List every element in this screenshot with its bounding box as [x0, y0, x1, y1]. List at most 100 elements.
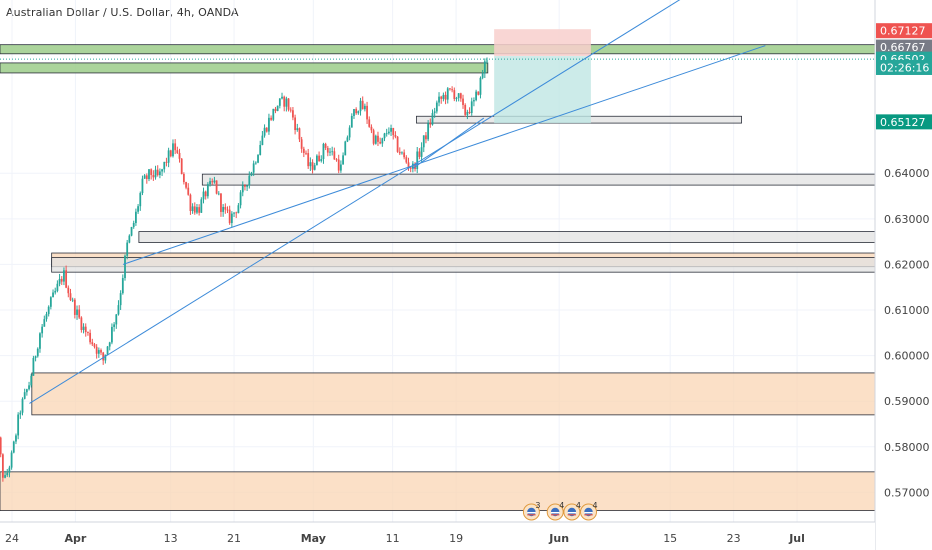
candle-body — [383, 133, 386, 139]
candle — [444, 91, 447, 105]
candle-body — [49, 297, 52, 307]
candle-body — [172, 143, 174, 157]
candle-body — [65, 270, 68, 288]
candle-body — [449, 88, 451, 90]
candle-body — [19, 412, 22, 415]
candle-body — [150, 169, 153, 176]
y-tick-label: 0.60000 — [884, 350, 930, 363]
candle — [427, 120, 430, 142]
x-tick-label: May — [301, 532, 326, 545]
candle — [45, 311, 48, 322]
candle-body — [477, 91, 480, 95]
candle-body — [93, 344, 96, 347]
candle — [91, 338, 94, 346]
price-axis — [875, 0, 932, 550]
supply-zone — [0, 62, 489, 74]
candle — [296, 123, 299, 132]
candle-body — [372, 130, 375, 144]
candle — [392, 127, 395, 140]
candle-body — [100, 350, 102, 353]
candle — [383, 132, 386, 142]
candle — [416, 146, 419, 174]
y-tick-label: 0.59000 — [884, 395, 930, 408]
candle — [274, 106, 277, 114]
candle — [455, 96, 458, 102]
candle-body — [154, 169, 157, 178]
x-tick-label: 23 — [727, 532, 741, 545]
candle — [322, 142, 325, 164]
candle-body — [366, 105, 368, 120]
flag-stripe — [567, 512, 577, 514]
economic-event-marker — [546, 503, 564, 521]
candle — [202, 187, 205, 204]
candle-body — [435, 102, 438, 112]
candle-body — [235, 212, 238, 214]
candle-body — [163, 161, 166, 170]
candle-body — [470, 101, 473, 114]
candle-body — [333, 151, 336, 160]
candle — [316, 154, 318, 166]
trendline — [29, 0, 681, 404]
candle-body — [1, 454, 4, 478]
candle — [261, 131, 264, 146]
candle-body — [429, 123, 432, 125]
candle — [163, 161, 166, 173]
candle — [43, 315, 46, 327]
candle — [353, 108, 355, 119]
candle — [111, 323, 113, 345]
candle-body — [392, 127, 395, 136]
candle — [278, 98, 281, 109]
candle — [333, 147, 336, 160]
candle-body — [309, 162, 312, 167]
y-tick-label: 0.64000 — [884, 167, 930, 180]
candle-body — [416, 151, 419, 170]
economic-event-marker — [563, 503, 581, 521]
candle — [259, 140, 262, 156]
candle-body — [148, 169, 150, 180]
candle-body — [326, 147, 329, 153]
candle — [178, 148, 181, 163]
candle — [150, 168, 153, 180]
candle — [191, 203, 194, 214]
candle — [56, 280, 59, 293]
candle — [176, 146, 179, 154]
candle-body — [128, 235, 131, 243]
candle — [385, 128, 388, 137]
candle-body — [209, 181, 211, 185]
candle-body — [244, 185, 246, 187]
candle-body — [132, 223, 135, 228]
demand-zone — [31, 372, 875, 416]
price-tag: 0.66767 — [876, 39, 932, 55]
candle-body — [230, 213, 233, 224]
candle — [0, 436, 2, 458]
candle — [204, 190, 207, 200]
candle — [401, 151, 403, 155]
candle — [300, 136, 303, 153]
candle-body — [191, 206, 194, 212]
candle — [281, 92, 283, 100]
candle-body — [198, 207, 201, 213]
candle — [76, 305, 78, 320]
flag-stripe — [551, 514, 560, 516]
candle — [58, 273, 61, 287]
candle — [193, 202, 196, 215]
candle — [390, 124, 392, 136]
candle-body — [455, 97, 458, 99]
candle — [211, 178, 214, 185]
candle — [97, 347, 100, 358]
candle — [305, 150, 307, 156]
y-tick-label: 0.62000 — [884, 258, 930, 271]
candle-body — [130, 227, 133, 236]
candle — [331, 146, 334, 156]
candle — [254, 161, 257, 165]
candle — [244, 184, 246, 191]
candle-body — [446, 88, 449, 100]
candle-body — [265, 127, 268, 132]
candle — [405, 155, 408, 164]
candle-body — [261, 135, 264, 146]
candle — [189, 193, 192, 215]
candle — [41, 323, 44, 338]
candle — [398, 147, 401, 156]
candle — [87, 331, 89, 336]
